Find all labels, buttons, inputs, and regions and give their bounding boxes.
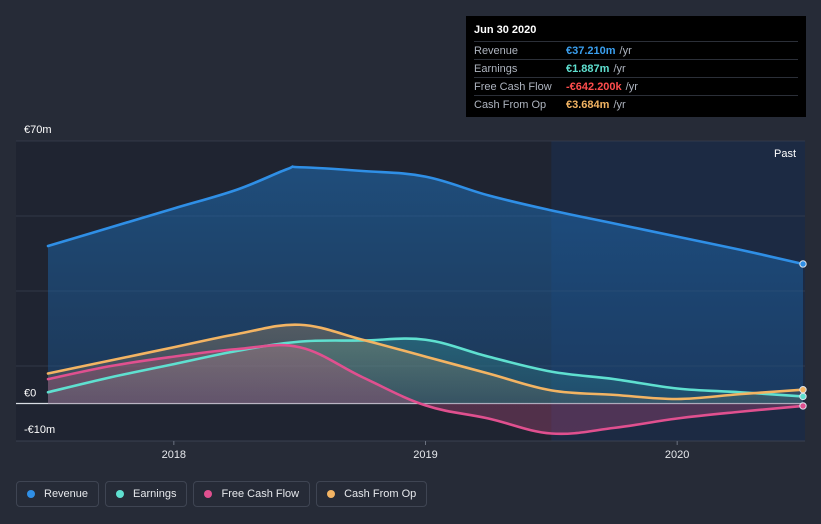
- earnings-end-point: [799, 392, 807, 401]
- tooltip-row-unit: /yr: [613, 62, 626, 75]
- revenue-line: [46, 165, 805, 266]
- legend-item-revenue[interactable]: Revenue: [16, 481, 100, 507]
- tooltip-row-unit: /yr: [619, 44, 632, 57]
- x-tick-label-1: 2019: [413, 449, 437, 461]
- tooltip-row-value: €37.210m: [566, 44, 616, 57]
- tooltip-row-value: -€642.200k: [566, 80, 622, 93]
- legend-dot-icon: [116, 490, 125, 498]
- legend-dot-icon: [327, 490, 336, 498]
- legend-label: Cash From Op: [344, 488, 417, 500]
- legend-item-earnings[interactable]: Earnings: [105, 481, 188, 507]
- tooltip-row-revenue: Revenue €37.210m/yr: [474, 41, 798, 59]
- x-tick-label-0: 2018: [162, 449, 186, 461]
- legend-dot-icon: [27, 490, 35, 498]
- legend-item-cash-from-op[interactable]: Cash From Op: [316, 481, 428, 507]
- y-tick-label-2: -€10m: [24, 424, 55, 436]
- tooltip-row-free-cash-flow: Free Cash Flow -€642.200k/yr: [474, 77, 798, 95]
- tooltip-date: Jun 30 2020: [474, 24, 537, 36]
- tooltip-row-unit: /yr: [625, 80, 638, 93]
- free-cash-flow-end-point: [799, 402, 807, 410]
- earnings-line: [46, 337, 805, 398]
- tooltip-row-unit: /yr: [613, 98, 626, 111]
- y-tick-label-1: €0: [24, 388, 36, 400]
- tooltip-row-label: Cash From Op: [474, 98, 547, 111]
- past-label: Past: [774, 148, 796, 160]
- tooltip-row-value: €3.684m: [566, 98, 610, 111]
- tooltip-row-label: Free Cash Flow: [474, 80, 552, 93]
- legend: Revenue Earnings Free Cash Flow Cash From O…: [16, 481, 428, 507]
- legend-label: Revenue: [44, 488, 89, 500]
- x-tick-label-2: 2020: [665, 449, 689, 461]
- free-cash-flow-line: [46, 343, 805, 436]
- legend-dot-icon: [204, 490, 213, 498]
- cash-from-op-area: [48, 324, 803, 404]
- tooltip-row-label: Earnings: [474, 62, 518, 75]
- revenue-end-point: [799, 260, 807, 268]
- tooltip-row-value: €1.887m: [566, 62, 610, 75]
- y-tick-label-0: €70m: [24, 124, 52, 136]
- cash-from-op-end-point: [799, 385, 807, 394]
- tooltip-row-earnings: Earnings €1.887m/yr: [474, 59, 798, 77]
- legend-label: Earnings: [133, 488, 177, 500]
- cash-from-op-line: [46, 323, 805, 401]
- tooltip-row-label: Revenue: [474, 44, 519, 57]
- tooltip-row-cash-from-op: Cash From Op €3.684m/yr: [474, 95, 798, 113]
- tooltip-panel: Jun 30 2020 Revenue €37.210m/yr Earnings €1…: [466, 16, 806, 117]
- legend-item-free-cash-flow[interactable]: Free Cash Flow: [193, 481, 311, 507]
- legend-label: Free Cash Flow: [221, 488, 300, 500]
